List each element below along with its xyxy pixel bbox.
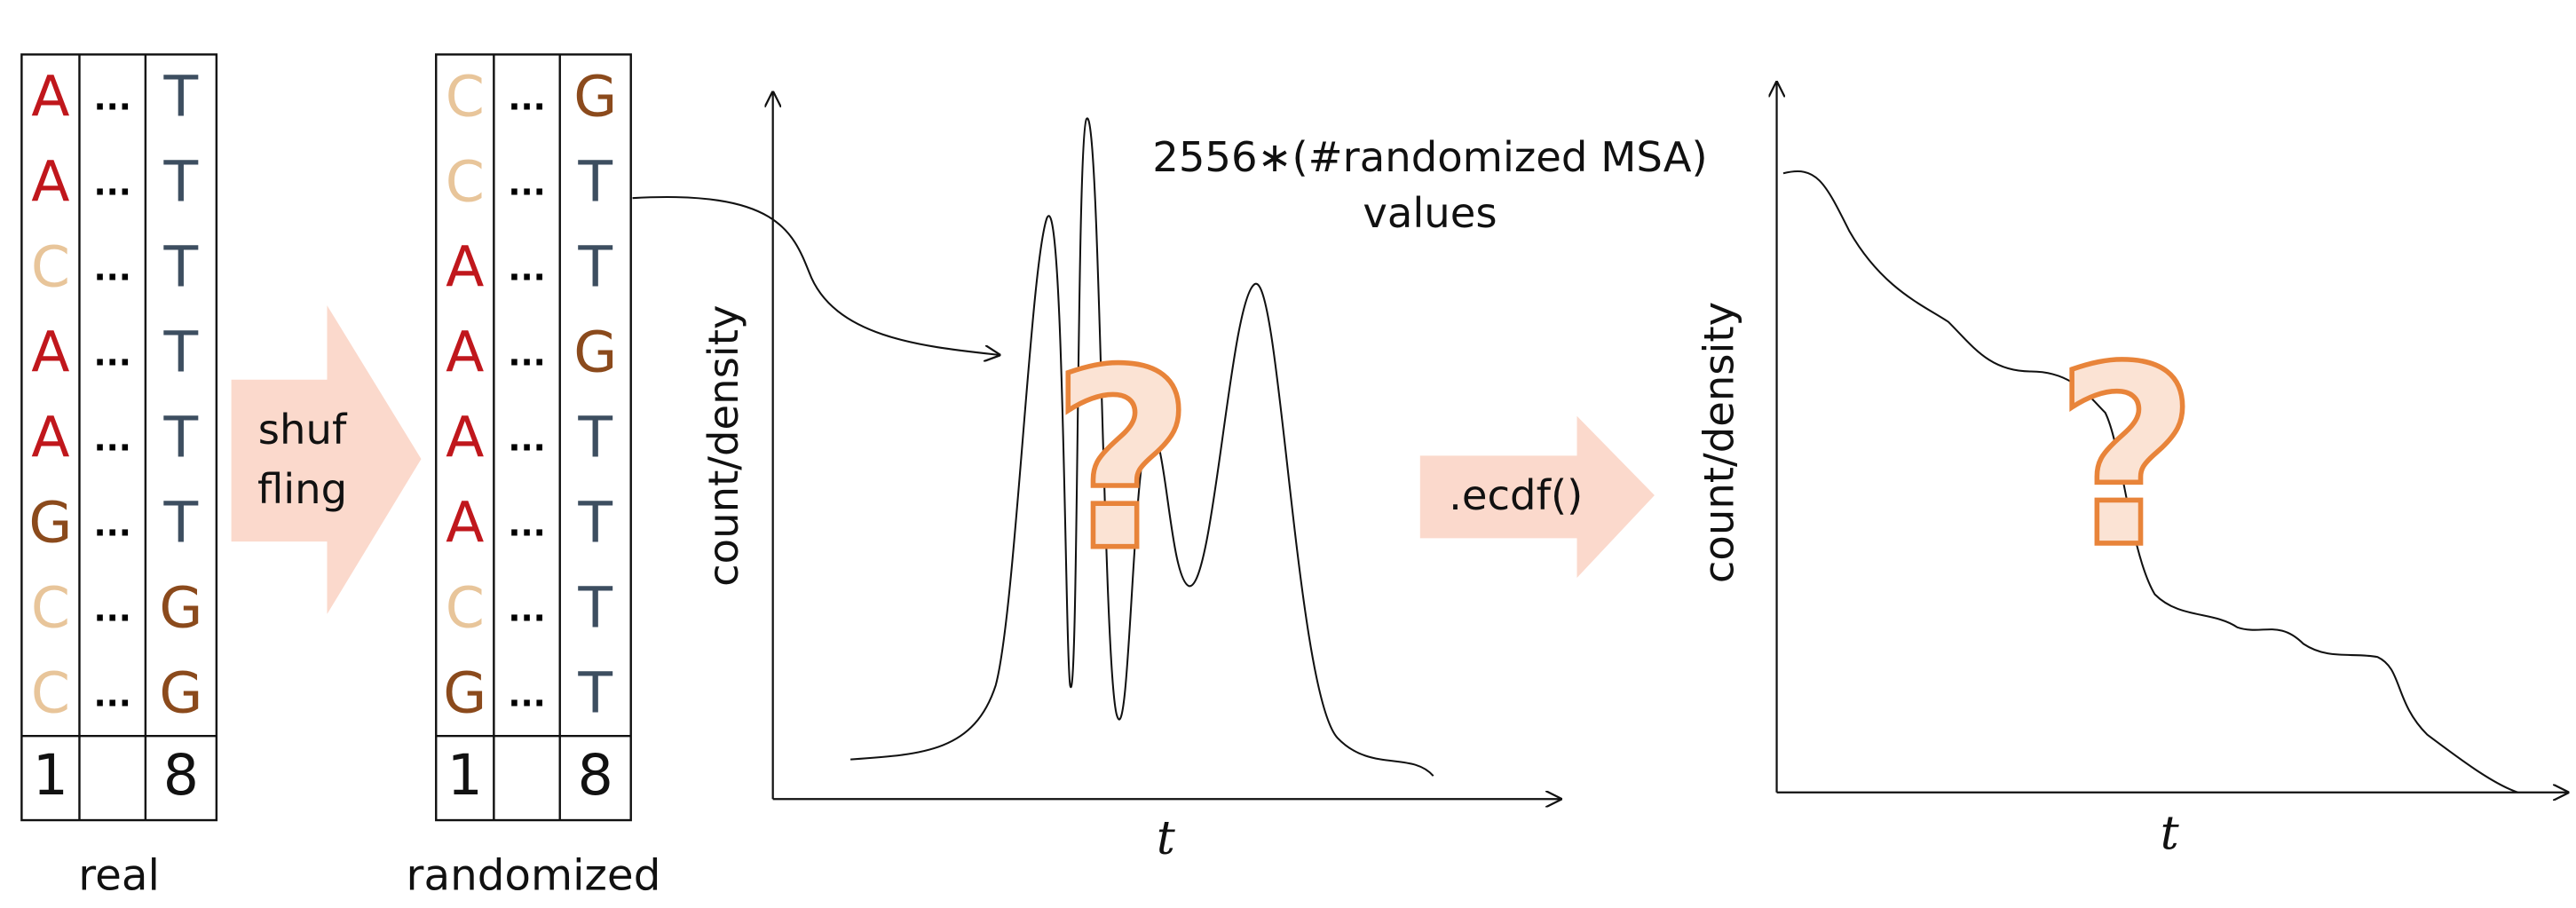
residue: G [443, 659, 486, 725]
residue: C [31, 575, 70, 641]
residue: T [577, 234, 612, 300]
residue: ... [93, 675, 130, 714]
ecdf-label: .ecdf() [1449, 471, 1583, 519]
residue: T [163, 320, 199, 385]
residue: G [159, 575, 202, 641]
position-label: 1 [33, 742, 68, 808]
y-label: count/density [699, 305, 747, 587]
residue: ... [508, 419, 545, 458]
position-label: 8 [578, 742, 613, 808]
residue: G [159, 659, 202, 725]
residue: ... [93, 589, 130, 628]
residue: G [573, 320, 617, 385]
residue: A [31, 149, 69, 215]
residue: A [446, 320, 484, 385]
ecdf-arrow [1419, 415, 1655, 578]
residue: ... [93, 419, 130, 458]
question-mark: ? [2055, 313, 2199, 602]
residue: A [31, 320, 69, 385]
residue: A [31, 64, 69, 130]
connector-arrow [632, 196, 1000, 355]
residue: ... [508, 79, 545, 118]
position-label: 8 [163, 742, 199, 808]
residue: T [163, 149, 199, 215]
annotation: 2556∗(#randomized MSA) [1152, 133, 1707, 181]
residue: C [446, 64, 485, 130]
residue: A [446, 405, 484, 470]
residue: ... [93, 504, 130, 543]
residue: T [577, 405, 612, 470]
residue: T [577, 659, 612, 725]
x-label: t [1157, 812, 1175, 865]
residue: C [31, 234, 70, 300]
ecdf-curve [1782, 170, 2519, 794]
shuffle-label: fling [257, 465, 347, 513]
alignment-label: real [78, 851, 160, 901]
residue: T [163, 64, 199, 130]
residue: ... [508, 164, 545, 203]
alignment-frame [20, 53, 218, 822]
residue: ... [93, 249, 130, 288]
x-label: t [2161, 808, 2179, 861]
residue: ... [93, 335, 130, 374]
residue: ... [508, 675, 545, 714]
y-label: count/density [1695, 302, 1743, 583]
density-curve [850, 117, 1434, 777]
residue: T [163, 405, 199, 470]
residue: T [577, 490, 612, 556]
residue: T [163, 490, 199, 556]
residue: A [446, 234, 484, 300]
residue: C [446, 149, 485, 215]
residue: T [577, 149, 612, 215]
residue: ... [93, 79, 130, 118]
residue: ... [508, 249, 545, 288]
residue: ... [93, 164, 130, 203]
question-mark: ? [1051, 317, 1195, 605]
residue: ... [508, 335, 545, 374]
alignment-frame [435, 53, 632, 822]
shuffle-label: shuf [258, 406, 348, 454]
residue: G [573, 64, 617, 130]
residue: T [163, 234, 199, 300]
residue: C [31, 659, 70, 725]
alignment-label: randomized [407, 851, 661, 901]
residue: T [577, 575, 612, 641]
annotation: values [1363, 189, 1497, 237]
position-label: 1 [447, 742, 483, 808]
residue: A [31, 405, 69, 470]
residue: C [446, 575, 485, 641]
residue: G [28, 490, 72, 556]
shuffle-arrow [231, 305, 422, 614]
residue: ... [508, 504, 545, 543]
residue: A [446, 490, 484, 556]
residue: ... [508, 589, 545, 628]
